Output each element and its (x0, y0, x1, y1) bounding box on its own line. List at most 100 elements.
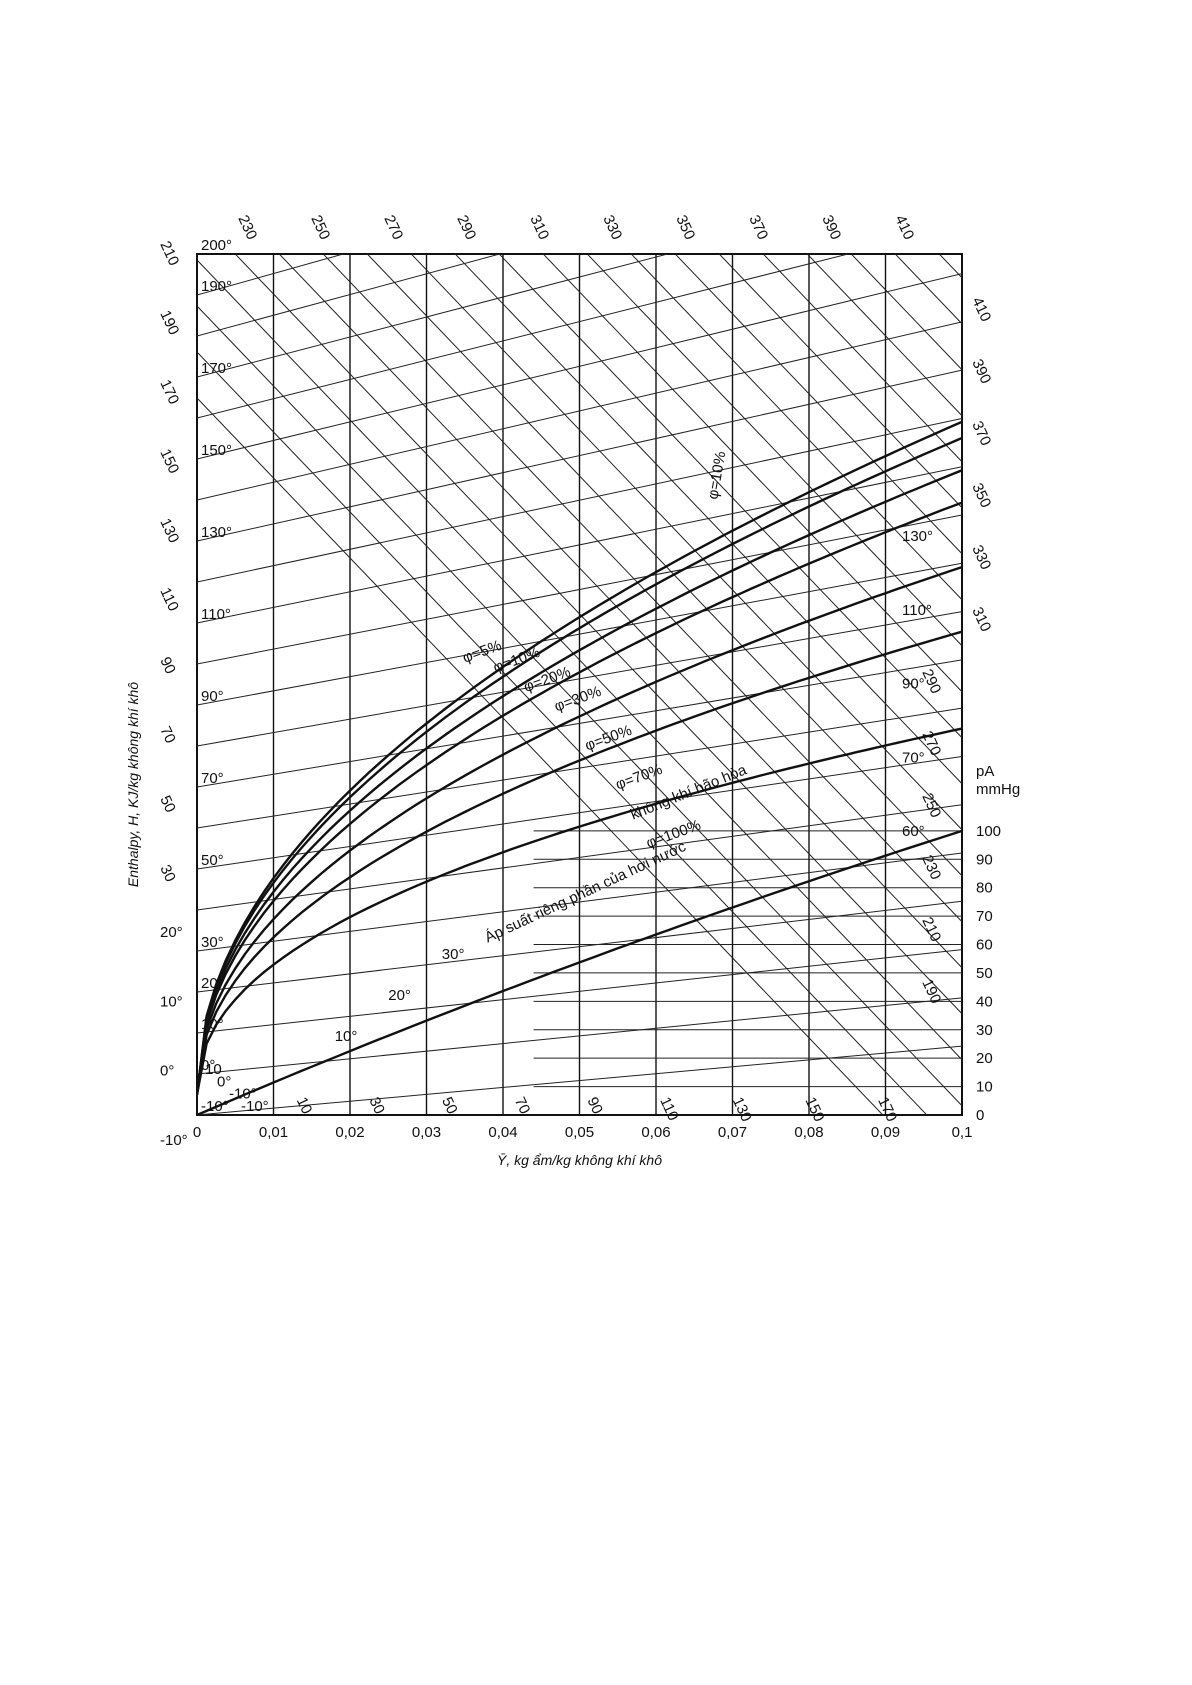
low-region-label-3: -10° (241, 1098, 269, 1115)
right-temperature-label-3: 70° (902, 749, 925, 766)
x-tick-label-0: 0 (193, 1124, 201, 1141)
enthalpy-left-label-1: 190 (156, 308, 182, 338)
enthalpy-left-label-3: 150 (156, 446, 182, 476)
right-temperature-label-2: 90° (902, 676, 925, 693)
enthalpy-left-label-8: 50 (156, 793, 178, 815)
curve-temperature-label-2: 10° (335, 1028, 358, 1045)
temperature-label-6: 90° (201, 688, 224, 705)
temperature-label-8: 50° (201, 852, 224, 869)
low-region-label-0: 10 (205, 1061, 222, 1078)
enthalpy-right-label-10: 210 (918, 915, 944, 945)
right-temperature-label-1: 110° (902, 602, 932, 619)
temperature-line-14 (197, 369, 962, 542)
temperature-label-1: 190° (201, 278, 232, 295)
temperature-line-10 (197, 562, 962, 706)
temperature-line-0 (197, 1045, 962, 1115)
rh-curve-0 (197, 420, 962, 1095)
x-tick-label-1: 0,01 (259, 1124, 288, 1141)
enthalpy-right-label-2: 370 (968, 419, 994, 449)
enthalpy-line-7 (366, 254, 962, 877)
enthalpy-top-label-5: 330 (599, 213, 625, 243)
x-tick-label-7: 0,07 (718, 1124, 747, 1141)
low-region-label-1: 0° (217, 1073, 231, 1090)
enthalpy-left-label-0: 210 (156, 239, 182, 269)
temperature-label-13: -10° (201, 1098, 229, 1115)
temperature-line-9 (197, 611, 962, 747)
rh-curve-1 (197, 436, 962, 1095)
x-tick-label-10: 0,1 (952, 1124, 973, 1141)
enthalpy-right-label-1: 390 (968, 357, 994, 387)
enthalpy-left-label-12: 0° (160, 1063, 174, 1080)
temperature-label-3: 150° (201, 442, 232, 459)
enthalpy-line-11 (542, 254, 962, 693)
temperature-line-12 (197, 466, 962, 624)
pressure-tick-label-2: 80 (976, 880, 993, 897)
temperature-line-6 (197, 755, 962, 870)
temperature-label-10: 20° (201, 975, 224, 992)
temperature-label-2: 170° (201, 360, 232, 377)
rh-curve-3 (197, 501, 962, 1095)
enthalpy-right-label-0: 410 (968, 295, 994, 325)
temperature-label-9: 30° (201, 934, 224, 951)
temperature-line-2 (197, 949, 962, 1034)
x-tick-label-4: 0,04 (488, 1124, 517, 1141)
enthalpy-line-6 (322, 254, 962, 923)
rh-curve-2 (197, 469, 962, 1095)
rh-curve-6 (197, 727, 962, 1095)
enthalpy-left-label-9: 30 (156, 862, 178, 884)
temperature-line-5 (197, 804, 962, 911)
temperature-label-0: 200° (201, 237, 232, 254)
enthalpy-line-0 (197, 397, 884, 1115)
enthalpy-line-19 (894, 254, 962, 325)
temperature-label-5: 110° (201, 606, 231, 623)
enthalpy-right-label-3: 350 (968, 481, 994, 511)
enthalpy-line-8 (410, 254, 962, 831)
enthalpy-left-label-10: 20° (160, 924, 183, 941)
temperature-line-7 (197, 707, 962, 829)
enthalpy-left-label-13: -10° (160, 1132, 188, 1149)
enthalpy-top-label-6: 350 (672, 213, 698, 243)
x-tick-label-3: 0,03 (412, 1124, 441, 1141)
curve-layer (196, 420, 963, 1117)
enthalpy-bottom-label-6: 130 (729, 1095, 755, 1125)
enthalpy-left-label-6: 90 (156, 654, 178, 676)
temperature-line-17 (197, 254, 851, 419)
enthalpy-line-4 (234, 254, 962, 1015)
temperature-line-15 (197, 321, 962, 501)
enthalpy-top-label-2: 270 (380, 213, 406, 243)
enthalpy-line-15 (718, 254, 962, 509)
enthalpy-line-12 (586, 254, 962, 647)
curve-temperature-label-0: 30° (442, 946, 465, 963)
enthalpy-bottom-label-4: 90 (584, 1095, 606, 1117)
enthalpy-line-2 (197, 305, 962, 1107)
pressure-axis-title: pA (976, 763, 994, 780)
x-tick-label-9: 0,09 (871, 1124, 900, 1141)
low-region-label-2: -10° (229, 1086, 257, 1103)
grid-layer (196, 214, 1192, 1134)
enthalpy-line-3 (197, 259, 962, 1061)
enthalpy-top-label-1: 250 (307, 213, 333, 243)
right-temperature-label-0: 130° (902, 528, 933, 545)
enthalpy-bottom-label-1: 30 (365, 1095, 387, 1117)
enthalpy-right-label-8: 250 (918, 791, 944, 821)
enthalpy-right-label-5: 310 (968, 605, 994, 635)
enthalpy-line-13 (630, 254, 962, 601)
rh-curve-4 (197, 565, 962, 1095)
enthalpy-line-5 (278, 254, 962, 969)
enthalpy-line-9 (454, 254, 962, 785)
enthalpy-left-label-4: 130 (156, 516, 182, 546)
enthalpy-line-24 (1077, 214, 1192, 1134)
enthalpy-top-label-7: 370 (745, 213, 771, 243)
enthalpy-top-label-4: 310 (526, 213, 552, 243)
enthalpy-line-16 (762, 254, 962, 463)
enthalpy-bottom-label-0: 10 (293, 1095, 315, 1117)
enthalpy-left-label-5: 110 (156, 585, 182, 614)
temperature-line-20 (197, 254, 346, 296)
right-temperature-label-4: 60° (902, 823, 925, 840)
rh-label-5: φ=70% (613, 761, 664, 794)
pressure-axis-unit: mmHg (976, 781, 1020, 798)
x-tick-label-6: 0,06 (641, 1124, 670, 1141)
pressure-tick-label-0: 100 (976, 823, 1001, 840)
enthalpy-top-label-0: 230 (234, 213, 260, 243)
enthalpy-line-10 (498, 254, 962, 739)
